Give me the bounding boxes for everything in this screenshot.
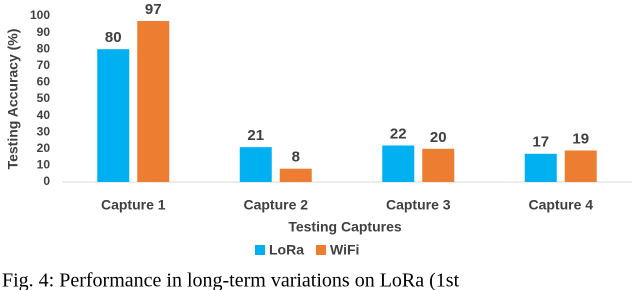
x-axis-title: Testing Captures [288, 219, 402, 235]
y-tick-label: 70 [37, 58, 51, 72]
y-axis-title: Testing Accuracy (%) [5, 29, 21, 170]
legend-label: LoRa [269, 242, 304, 258]
x-tick-label: Capture 1 [101, 197, 166, 213]
y-tick-label: 0 [43, 174, 50, 188]
y-tick-label: 50 [37, 91, 51, 105]
y-tick-label: 20 [37, 141, 51, 155]
legend-swatch [255, 245, 265, 255]
value-label: 97 [145, 1, 162, 18]
y-tick-label: 100 [30, 8, 50, 22]
value-label: 22 [390, 125, 407, 142]
bar [422, 148, 455, 182]
bar [239, 147, 272, 182]
y-tick-label: 80 [37, 41, 51, 55]
y-tick-label: 40 [37, 108, 51, 122]
bar [97, 49, 130, 183]
bar [524, 153, 557, 182]
value-label: 8 [292, 149, 300, 166]
bar [382, 145, 415, 182]
legend-label: WiFi [330, 242, 359, 258]
y-tick-label: 30 [37, 124, 51, 138]
value-label: 20 [430, 129, 447, 146]
x-tick-label: Capture 4 [528, 197, 593, 213]
value-label: 17 [532, 134, 549, 151]
y-tick-label: 10 [37, 158, 51, 172]
y-tick-label: 60 [37, 75, 51, 89]
x-tick-label: Capture 2 [243, 197, 308, 213]
bar [279, 168, 312, 182]
value-label: 19 [572, 130, 589, 147]
x-tick-label: Capture 3 [386, 197, 451, 213]
caption: Fig. 4: Performance in long-term variati… [2, 270, 460, 290]
value-label: 21 [247, 127, 264, 144]
value-label: 80 [105, 29, 122, 46]
legend-swatch [316, 245, 326, 255]
bar [137, 20, 170, 183]
y-tick-label: 90 [37, 25, 51, 39]
bar [564, 150, 597, 182]
